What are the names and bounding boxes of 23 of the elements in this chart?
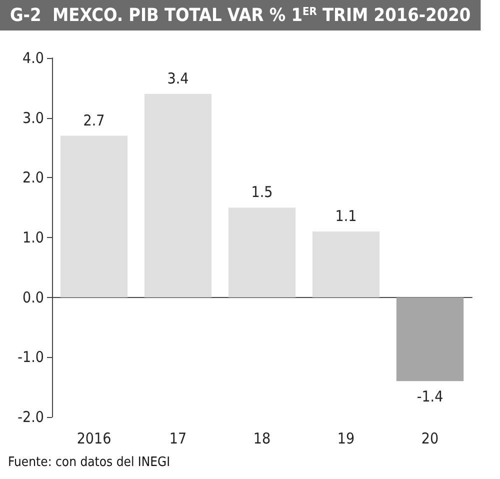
- data-label: -1.4: [416, 388, 444, 406]
- y-tick-label: -2.0: [18, 408, 44, 426]
- bar: [60, 136, 128, 298]
- x-tick-label: 19: [337, 430, 355, 448]
- x-tick-label: 2016: [76, 430, 112, 448]
- data-label: 2.7: [83, 111, 105, 130]
- y-tick-label: 0.0: [22, 288, 44, 306]
- y-tick-label: 4.0: [22, 49, 44, 67]
- x-tick-label: 17: [169, 430, 187, 448]
- bar: [312, 232, 380, 298]
- bar: [396, 297, 464, 382]
- data-label: 1.1: [335, 207, 357, 226]
- data-label: 3.4: [167, 69, 189, 88]
- x-tick-label: 18: [253, 430, 271, 448]
- source-note: Fuente: con datos del INEGI: [8, 455, 170, 470]
- bar: [144, 94, 212, 298]
- x-tick-label: 20: [421, 430, 439, 448]
- data-label: 1.5: [251, 183, 273, 202]
- y-tick-label: -1.0: [18, 348, 44, 366]
- y-tick-label: 1.0: [22, 228, 44, 246]
- y-tick-label: 3.0: [22, 108, 44, 127]
- bar: [228, 208, 296, 298]
- y-tick-label: 2.0: [22, 168, 44, 187]
